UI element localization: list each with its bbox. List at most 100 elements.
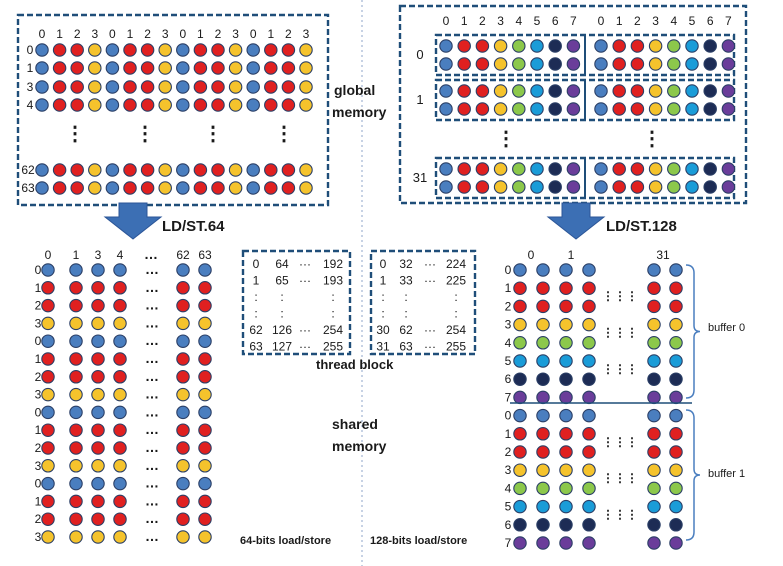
global128-dot: [612, 39, 626, 53]
thread-block-cell: 31: [376, 340, 390, 354]
thread-block-cell: ···: [299, 340, 311, 354]
shared64-ellipsis: …: [145, 386, 159, 402]
shared128-row-label: 2: [505, 445, 512, 459]
global64-dot: [211, 181, 225, 195]
shared128-dot: [647, 518, 661, 532]
shared64-ellipsis: …: [145, 279, 159, 295]
global64-dot: [88, 61, 102, 75]
shared64-dot: [176, 405, 190, 420]
thread-block-cell: 193: [323, 274, 343, 288]
global64-vertical-ellipsis: ⋮: [274, 123, 294, 145]
global64-dot: [193, 98, 208, 112]
thread-block-cell: 33: [399, 274, 413, 288]
shared128-dot: [647, 445, 661, 459]
shared128-dot: [669, 481, 683, 496]
global64-dot: [105, 98, 120, 112]
shared128-dot: [559, 336, 573, 350]
thread-block-cell: :: [254, 307, 257, 321]
shared64-col-label: 3: [95, 248, 102, 262]
shared128-dot: [559, 481, 573, 496]
global128-group-label: 31: [413, 170, 427, 185]
thread-block-cell: ···: [424, 323, 436, 337]
thread-block-cell: :: [454, 290, 457, 304]
global64-dot: [176, 80, 190, 94]
thread-block-cell: 127: [272, 340, 292, 354]
shared64-dot: [176, 263, 190, 277]
shared128-dot: [669, 372, 683, 386]
shared128-col-label: 0: [528, 248, 535, 262]
global64-dot: [70, 43, 84, 57]
global64-dot: [35, 61, 49, 75]
global64-dot: [35, 43, 49, 57]
shared64-dot: [198, 370, 212, 384]
shared64-dot: [113, 441, 127, 455]
shared128-row-label: 0: [505, 409, 512, 423]
ld-st-128-label: LD/ST.128: [606, 218, 677, 235]
shared128-dot: [582, 281, 596, 295]
global128-dot: [439, 84, 453, 98]
shared64-dot: [41, 298, 55, 313]
shared64-dot: [176, 281, 190, 295]
thread-block-cell: 1: [380, 274, 387, 288]
shared64-dot: [91, 263, 105, 277]
thread-block-cell: :: [381, 307, 384, 321]
shared64-dot: [41, 316, 55, 331]
shared64-dot: [69, 316, 83, 331]
shared64-dot: [41, 459, 55, 473]
shared128-dot: [559, 299, 573, 314]
global128-dot: [612, 84, 626, 98]
global64-dot: [158, 61, 172, 75]
shared64-dot: [113, 316, 127, 331]
shared128-dot: [647, 536, 661, 550]
global64-dot: [158, 98, 172, 112]
global128-dot: [439, 57, 453, 71]
shared64-dot: [113, 352, 127, 366]
shared64-dot: [198, 459, 212, 473]
global128-col-label: 0: [598, 14, 605, 28]
global64-dot: [52, 181, 67, 195]
global64-dot: [52, 163, 67, 177]
shared128-dot: [669, 463, 683, 477]
thread-block-cell: 255: [446, 340, 466, 354]
global64-col-label: 0: [179, 27, 186, 41]
global128-col-label: 6: [552, 14, 559, 28]
global64-dot: [193, 61, 208, 75]
shared64-dot: [176, 441, 190, 455]
shared128-dot: [582, 427, 596, 441]
shared64-ellipsis: …: [145, 403, 159, 419]
shared64-dot: [176, 530, 190, 544]
shared64-dot: [198, 316, 212, 331]
shared128-dot: [669, 299, 683, 314]
global64-dot: [264, 61, 278, 75]
global64-dot: [140, 80, 155, 94]
thread-block-64-box: [241, 249, 352, 356]
global64-dot: [140, 181, 155, 195]
thread-block-cell: ···: [299, 257, 311, 271]
shared64-dot: [91, 423, 105, 437]
global64-row-label: 1: [27, 61, 34, 75]
global64-dot: [35, 163, 49, 177]
shared64-ellipsis: …: [145, 297, 159, 313]
thread-block-cell: 224: [446, 257, 466, 271]
shared128-dot: [582, 299, 596, 314]
global128-dot: [594, 162, 608, 176]
global64-dot: [52, 43, 67, 57]
shared64-dot: [91, 494, 105, 509]
shared128-dot: [669, 408, 683, 423]
shared64-dot: [91, 459, 105, 473]
shared64-dot: [198, 512, 212, 526]
shared-memory-label-line2: memory: [332, 438, 387, 454]
shared64-ellipsis: …: [145, 492, 159, 508]
shared64-row-label: 3: [35, 459, 42, 473]
global128-dot: [667, 84, 681, 98]
shared128-dot: [536, 481, 550, 496]
shared64-dot: [198, 387, 212, 402]
global64-col-label: 0: [250, 27, 257, 41]
shared128-dot: [559, 390, 573, 405]
shared64-dot: [91, 512, 105, 526]
shared128-dot: [559, 445, 573, 459]
shared64-ellipsis: …: [145, 350, 159, 366]
shared128-dot: [669, 427, 683, 441]
shared64-dot: [41, 512, 55, 526]
shared128-row-label: 3: [505, 318, 512, 332]
